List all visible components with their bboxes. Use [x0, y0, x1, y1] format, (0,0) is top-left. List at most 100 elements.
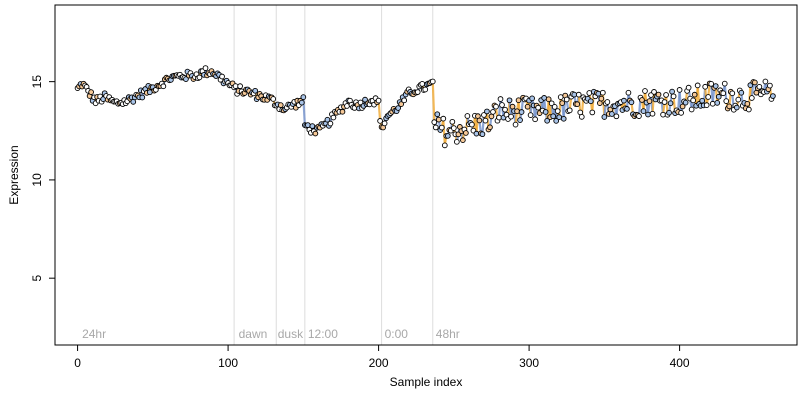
data-point	[312, 130, 319, 137]
data-point	[524, 103, 531, 110]
data-point	[574, 101, 581, 108]
data-point	[493, 103, 499, 110]
data-point	[705, 94, 712, 100]
data-point	[767, 82, 773, 89]
data-point	[709, 100, 716, 107]
data-point	[414, 89, 421, 95]
data-point	[305, 122, 311, 128]
data-point	[667, 100, 674, 107]
data-point	[429, 78, 436, 85]
data-point	[738, 89, 745, 96]
data-point	[497, 96, 504, 102]
data-point	[438, 124, 445, 131]
data-point	[460, 137, 466, 144]
data-point	[514, 108, 520, 115]
data-point	[202, 65, 209, 71]
data-point	[544, 117, 551, 124]
data-point	[601, 114, 608, 120]
data-point	[300, 94, 307, 100]
data-point	[440, 115, 447, 122]
data-point	[735, 96, 742, 103]
phase-label: 48hr	[436, 327, 460, 341]
data-point	[550, 113, 557, 120]
data-point	[499, 102, 505, 108]
data-point	[733, 104, 740, 111]
data-point	[575, 91, 582, 98]
data-point	[642, 88, 648, 94]
data-point	[357, 99, 364, 106]
data-point	[330, 114, 337, 121]
data-point	[679, 103, 686, 110]
data-point	[682, 99, 689, 106]
data-point	[609, 111, 615, 117]
data-point	[481, 112, 487, 118]
phase-dividers	[233, 5, 434, 345]
data-point	[712, 83, 719, 89]
data-point	[744, 100, 751, 107]
data-point	[469, 121, 475, 128]
data-point	[139, 94, 146, 101]
data-point	[770, 93, 776, 99]
data-point	[646, 98, 653, 104]
data-point	[219, 73, 225, 80]
data-point	[482, 117, 489, 124]
data-point	[532, 116, 538, 123]
data-point	[545, 96, 552, 103]
y-tick-label: 5	[30, 275, 44, 282]
data-point	[560, 115, 567, 122]
data-point	[636, 113, 642, 119]
data-point	[645, 111, 651, 118]
data-point	[454, 138, 460, 145]
data-point	[599, 89, 606, 96]
data-point	[723, 98, 730, 104]
x-tick-label: 200	[369, 356, 389, 370]
data-point	[566, 107, 573, 114]
data-point	[676, 87, 683, 93]
data-point	[604, 99, 611, 105]
data-point	[752, 79, 758, 86]
data-point	[183, 76, 189, 82]
data-point	[714, 100, 721, 106]
data-point	[377, 118, 383, 124]
data-point	[339, 108, 346, 115]
data-point	[703, 102, 710, 108]
data-point	[419, 81, 426, 87]
data-point	[277, 102, 284, 108]
sample-points	[74, 65, 776, 149]
data-point	[678, 110, 684, 116]
data-point	[729, 90, 736, 97]
y-axis-title: Expression	[7, 145, 21, 204]
data-point	[559, 100, 566, 106]
data-point	[398, 101, 405, 107]
phase-labels: 24hr dawn dusk 12:00 0:00 48hr	[82, 327, 460, 341]
data-point	[628, 99, 635, 106]
data-point	[690, 97, 697, 104]
phase-label: dawn	[239, 327, 268, 341]
x-axis-title: Sample index	[390, 375, 463, 389]
data-point	[464, 113, 471, 119]
data-point	[490, 109, 496, 115]
x-axis: 0 100 200 300 400	[74, 344, 690, 370]
data-point	[375, 97, 382, 104]
data-point	[699, 97, 706, 104]
x-tick-label: 100	[218, 356, 238, 370]
data-point	[663, 92, 669, 98]
data-point	[450, 125, 457, 131]
data-point	[479, 131, 486, 138]
phase-label: 0:00	[385, 327, 409, 341]
data-point	[237, 83, 243, 89]
data-point	[720, 90, 727, 97]
data-point	[639, 97, 645, 103]
data-point	[517, 117, 523, 123]
data-point	[578, 113, 585, 120]
data-point	[432, 124, 439, 131]
data-point	[542, 109, 549, 115]
phase-label: 12:00	[308, 327, 338, 341]
data-point	[434, 111, 441, 118]
plot-frame	[54, 4, 798, 346]
y-tick-label: 15	[30, 75, 44, 89]
data-point	[670, 93, 677, 100]
data-point	[640, 108, 647, 114]
x-tick-label: 400	[670, 356, 690, 370]
data-point	[598, 95, 605, 102]
